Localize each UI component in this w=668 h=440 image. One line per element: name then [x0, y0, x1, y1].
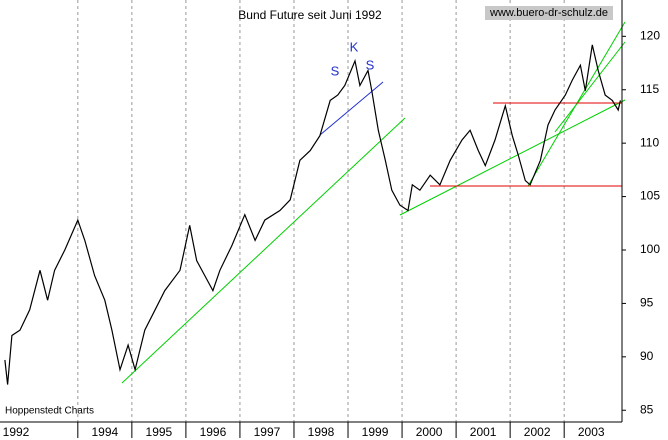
chart-title: Bund Future seit Juni 1992 — [238, 8, 382, 22]
trend-line — [554, 41, 626, 133]
x-tick-label: 2001 — [470, 425, 497, 439]
y-tick-label: 85 — [640, 402, 654, 416]
trend-line — [121, 117, 406, 384]
trend-line — [399, 99, 626, 216]
y-tick-label: 95 — [640, 296, 654, 310]
x-tick-label: 2000 — [416, 425, 443, 439]
x-tick-label: 1996 — [200, 425, 227, 439]
x-tick-label: 2002 — [524, 425, 551, 439]
y-tick-label: 110 — [640, 135, 659, 149]
source-box — [485, 6, 613, 20]
source: www.buero-dr-schulz.de — [489, 7, 608, 19]
x-tick-label: 1999 — [362, 425, 389, 439]
y-tick-label: 105 — [640, 189, 660, 203]
y-tick-label: 100 — [640, 242, 660, 256]
price-line — [4, 44, 621, 385]
x-tick-label: 1997 — [254, 425, 281, 439]
x-tick-label: 2003 — [578, 425, 605, 439]
x-tick-label: 1994 — [91, 425, 118, 439]
x-tick-label: 1995 — [146, 425, 173, 439]
annotation: S — [366, 57, 375, 72]
annotation: K — [350, 39, 359, 54]
y-tick-label: 90 — [640, 349, 654, 363]
y-tick-label: 120 — [640, 28, 660, 42]
y-tick-label: 115 — [640, 82, 659, 96]
x-tick-label: 1998 — [308, 425, 335, 439]
x-tick-label: 1992 — [3, 425, 30, 439]
plot-group — [4, 44, 621, 385]
neckline — [319, 81, 384, 136]
annotation: S — [331, 63, 340, 78]
grid-group — [77, 0, 565, 422]
credit: Hoppenstedt Charts — [5, 406, 94, 417]
